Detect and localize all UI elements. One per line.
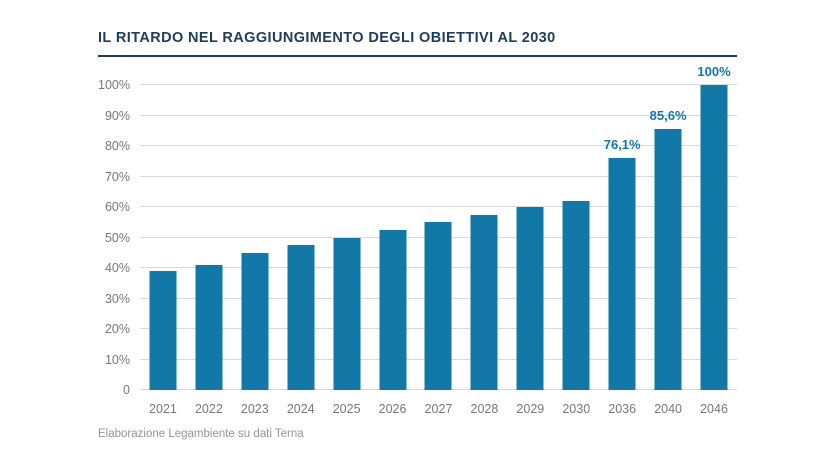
x-axis-tick-label: 2022	[194, 402, 223, 416]
x-axis-tick-label: 2025	[332, 402, 361, 416]
bar-slot-2026: 2026	[370, 85, 416, 416]
bar-slot-2025: 2025	[324, 85, 370, 416]
x-axis-tick-label: 2046	[700, 402, 728, 416]
y-axis-tick-label: 10%	[104, 352, 130, 367]
bar-slot-2040: 85,6% 2040	[645, 85, 691, 416]
y-axis-tick-label: 0	[123, 383, 130, 397]
x-axis-tick-label: 2040	[654, 402, 682, 416]
bar-slot-2028: 2028	[461, 85, 507, 416]
bar-slot-2029: 2029	[507, 85, 553, 416]
x-axis-tick-label: 2024	[286, 402, 315, 416]
y-axis-tick-label: 70%	[104, 169, 130, 184]
bar-2023	[241, 252, 269, 390]
bar-slot-2036: 76,1% 2036	[599, 85, 645, 416]
y-axis-tick-label: 40%	[104, 261, 130, 275]
bar-chart-plot-area: 0 10% 20% 30% 40% 50% 60% 70% 80% 90% 100% 2021 2022…	[98, 64, 737, 416]
gridline	[140, 84, 737, 85]
y-axis-tick-label: 20%	[104, 322, 130, 336]
x-axis-tick-label: 2027	[424, 402, 453, 416]
bar-2029	[516, 207, 544, 390]
x-axis-tick-label: 2026	[378, 402, 407, 416]
x-axis-tick-label: 2028	[470, 402, 499, 416]
bar-value-label-2040: 85,6%	[649, 107, 687, 123]
y-axis-tick-label: 60%	[104, 200, 130, 214]
bar-2040	[654, 128, 682, 390]
bar-2028	[470, 214, 498, 390]
x-axis-tick-label: 2030	[562, 402, 591, 416]
gridline	[140, 145, 737, 146]
bar-value-label-2046: 100%	[697, 64, 731, 79]
bar-slot-2023: 2023	[232, 85, 278, 416]
bar-slot-2024: 2024	[278, 85, 324, 416]
y-axis-tick-label: 80%	[104, 139, 130, 153]
bar-2036	[608, 157, 636, 390]
x-axis-tick-label: 2036	[608, 402, 637, 416]
gridline	[140, 175, 737, 177]
bar-2027	[424, 222, 452, 390]
bar-2025	[333, 237, 361, 390]
y-axis-tick-label: 50%	[104, 230, 130, 245]
source-note: Elaborazione Legambiente su dati Terna	[98, 428, 304, 440]
bar-2021	[149, 271, 177, 390]
chart-title: IL RITARDO NEL RAGGIUNGIMENTO DEGLI OBIE…	[98, 30, 737, 57]
y-axis-tick-label: 90%	[104, 108, 130, 123]
bar-slot-2030: 2030	[553, 85, 599, 416]
gridline	[140, 114, 737, 116]
bar-slot-2022: 2022	[186, 85, 232, 416]
bar-slot-2021: 2021	[140, 85, 186, 416]
bar-slot-2046: 100% 2046	[691, 64, 737, 416]
bar-2022	[195, 264, 223, 390]
bar-2030	[562, 200, 590, 390]
bar-2046	[700, 85, 728, 390]
y-axis-tick-label: 30%	[104, 291, 130, 306]
gridline	[140, 206, 737, 207]
y-axis-tick-label: 100%	[98, 78, 130, 92]
x-axis-tick-label: 2029	[516, 402, 545, 416]
x-axis-tick-label: 2021	[149, 402, 177, 416]
bar-2026	[379, 229, 407, 390]
bar-2024	[287, 245, 315, 390]
x-axis-tick-label: 2023	[240, 402, 269, 416]
bar-value-label-2036: 76,1%	[603, 136, 641, 152]
bar-slot-2027: 2027	[416, 85, 462, 416]
